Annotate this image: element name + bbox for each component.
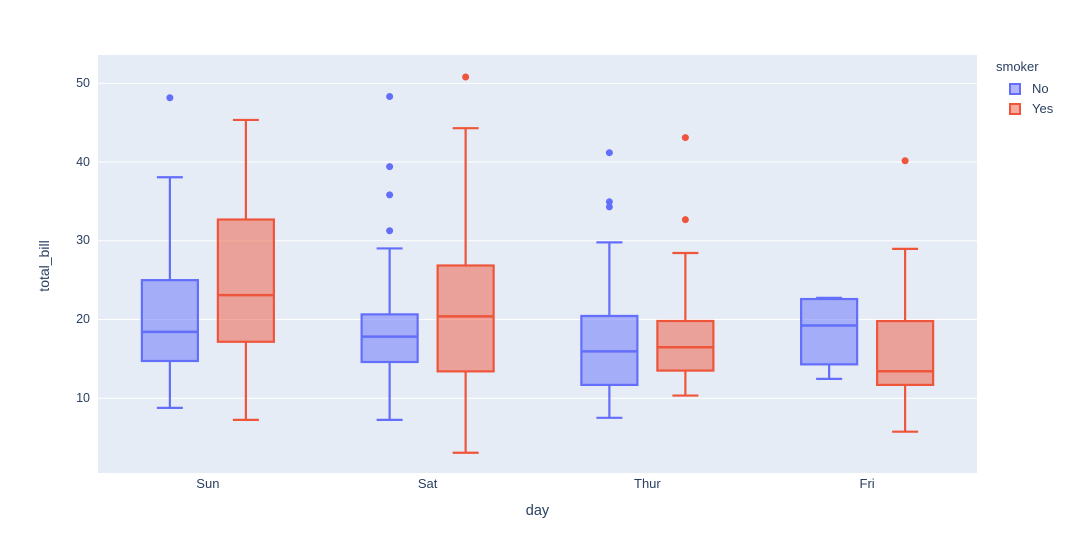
outlier-point[interactable] [386,191,394,199]
outlier-point[interactable] [386,227,394,235]
y-tick-label: 20 [76,311,90,326]
legend-swatch-yes-icon [1009,102,1021,115]
outlier-point[interactable] [901,157,909,165]
box-thur-no[interactable] [580,149,639,419]
x-tick-label-sat: Sat [417,476,438,491]
y-tick-label: 10 [76,390,90,405]
outlier-point[interactable] [605,198,613,206]
outlier-point[interactable] [605,203,613,211]
box-rect [360,313,419,364]
box-plot-svg [98,73,977,454]
box-rect [656,319,715,372]
outlier-point[interactable] [166,94,174,102]
box-rect [876,319,935,387]
box-rect [800,297,859,366]
x-tick-label-sun: Sun [196,476,220,491]
box-rect [436,264,495,373]
box-sat-no[interactable] [360,92,419,421]
box-rect [140,279,199,363]
box-sat-yes[interactable] [436,73,495,454]
y-tick-label: 30 [76,233,90,248]
box-rect [216,218,275,343]
x-axis-title: day [525,503,550,519]
outlier-point[interactable] [386,163,394,171]
legend-swatch-no-icon [1009,82,1021,95]
legend-item-yes[interactable]: Yes [996,101,1053,116]
outlier-point[interactable] [681,134,689,142]
box-sun-yes[interactable] [216,118,275,421]
legend-label-no: No [1032,81,1049,96]
y-tick-label: 50 [76,75,90,90]
legend-item-no[interactable]: No [996,81,1053,96]
outlier-point[interactable] [462,73,470,81]
y-tick-label: 40 [76,154,90,169]
box-fri-yes[interactable] [876,157,935,433]
legend: smoker No Yes [996,59,1053,121]
box-fri-no[interactable] [800,296,859,380]
x-tick-label-thur: Thur [634,476,661,491]
legend-title: smoker [996,59,1039,74]
plot-area [98,55,977,473]
outlier-point[interactable] [605,149,613,157]
legend-label-yes: Yes [1032,101,1054,116]
box-sun-no[interactable] [140,94,199,409]
outlier-point[interactable] [681,216,689,224]
outlier-point[interactable] [386,92,394,100]
x-tick-label-fri: Fri [859,476,875,491]
box-thur-yes[interactable] [656,134,715,397]
